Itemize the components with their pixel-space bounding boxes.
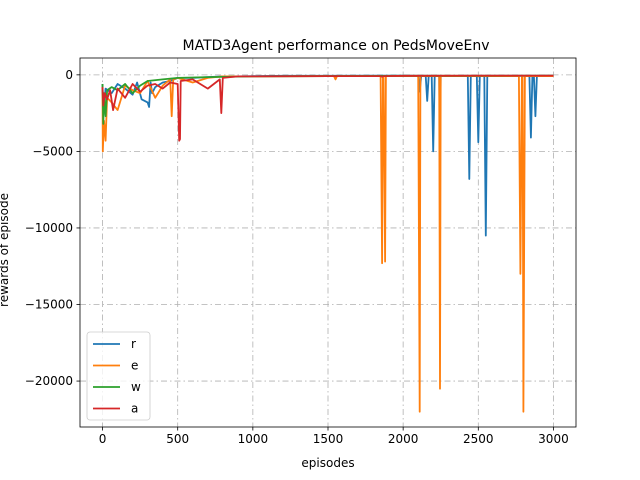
legend-label-e: e [131,359,138,373]
legend-box [86,331,151,421]
y-tick-label: −20000 [25,374,73,388]
y-tick-label: −10000 [25,221,73,235]
x-axis-label: episodes [301,456,354,470]
legend-label-w: w [131,380,141,394]
grid [80,58,576,427]
x-tick-label: 500 [166,432,189,446]
series-line-a [101,74,554,142]
y-axis-label: rewards of episode [0,193,11,307]
chart-title: MATD3Agent performance on PedsMoveEnv [183,38,490,54]
x-tick-label: 3000 [538,432,569,446]
x-tick-label: 1000 [238,432,269,446]
legend-label-r: r [131,337,136,351]
y-tick-label: 0 [65,68,73,82]
x-tick-label: 2000 [388,432,419,446]
y-tick-label: −5000 [32,144,73,158]
legend-label-a: a [131,402,138,416]
legend: rewa [86,331,151,421]
x-tick-label: 0 [99,432,107,446]
series-layer [101,74,554,413]
x-tick-label: 1500 [313,432,344,446]
ticks: 0 500 1000 1500 2000 2500 3000 0 −5000 −10000 −150… [25,68,569,446]
y-tick-label: −15000 [25,298,73,312]
x-tick-label: 2500 [463,432,494,446]
